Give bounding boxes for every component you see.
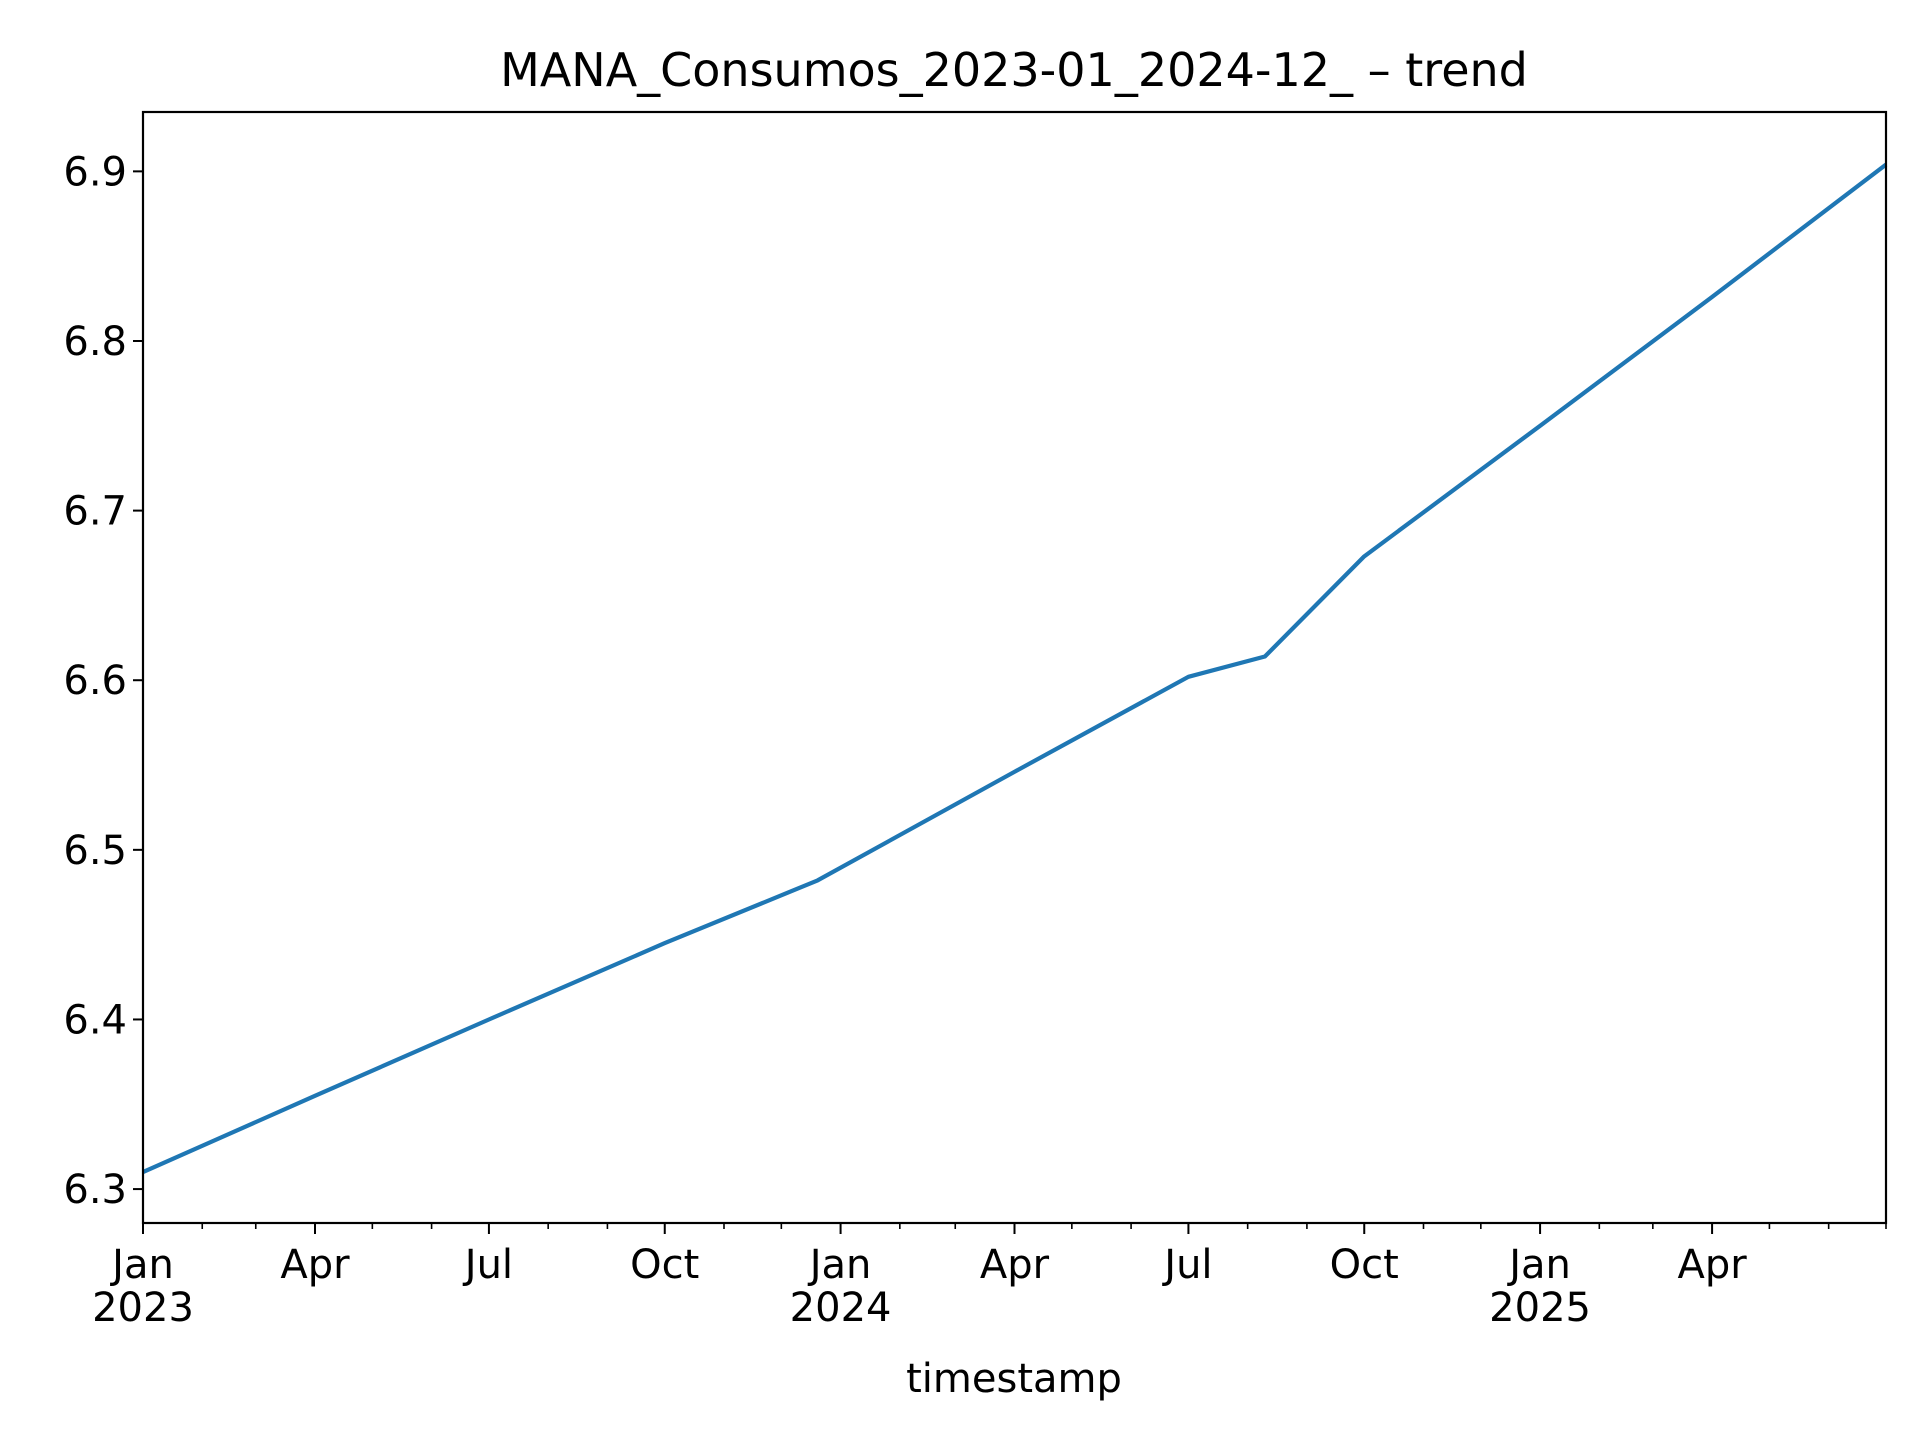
y-tick-label: 6.6 [63,658,127,704]
chart-title: MANA_Consumos_2023-01_2024-12_ – trend [500,43,1528,97]
x-tick-label: Apr [1677,1242,1747,1288]
x-tick-label: Oct [630,1242,699,1288]
x-tick-year-label: 2024 [790,1285,892,1331]
y-tick-label: 6.3 [63,1167,127,1213]
x-tick-label: Jan [109,1242,174,1288]
x-axis-label: timestamp [906,1356,1122,1402]
y-axis-ticks: 6.3 6.4 6.5 6.6 6.7 6.8 6.9 [63,149,143,1213]
plot-area-frame [141,110,1888,1225]
y-tick-label: 6.9 [63,149,127,195]
y-tick-label: 6.4 [63,997,127,1043]
y-tick-label: 6.8 [63,319,127,365]
x-tick-year-label: 2025 [1489,1285,1591,1331]
y-tick-label: 6.7 [63,489,127,535]
series-group [142,162,1888,1175]
x-tick-label: Jan [1506,1242,1571,1288]
x-tick-label: Jan [807,1242,872,1288]
x-tick-label: Jul [462,1242,513,1288]
trend-series-line [142,162,1888,1175]
x-tick-label: Oct [1330,1242,1399,1288]
x-tick-label: Apr [280,1242,350,1288]
x-tick-label: Apr [980,1242,1050,1288]
y-tick-label: 6.5 [63,828,127,874]
x-tick-label: Jul [1161,1242,1212,1288]
x-tick-year-label: 2023 [92,1285,194,1331]
